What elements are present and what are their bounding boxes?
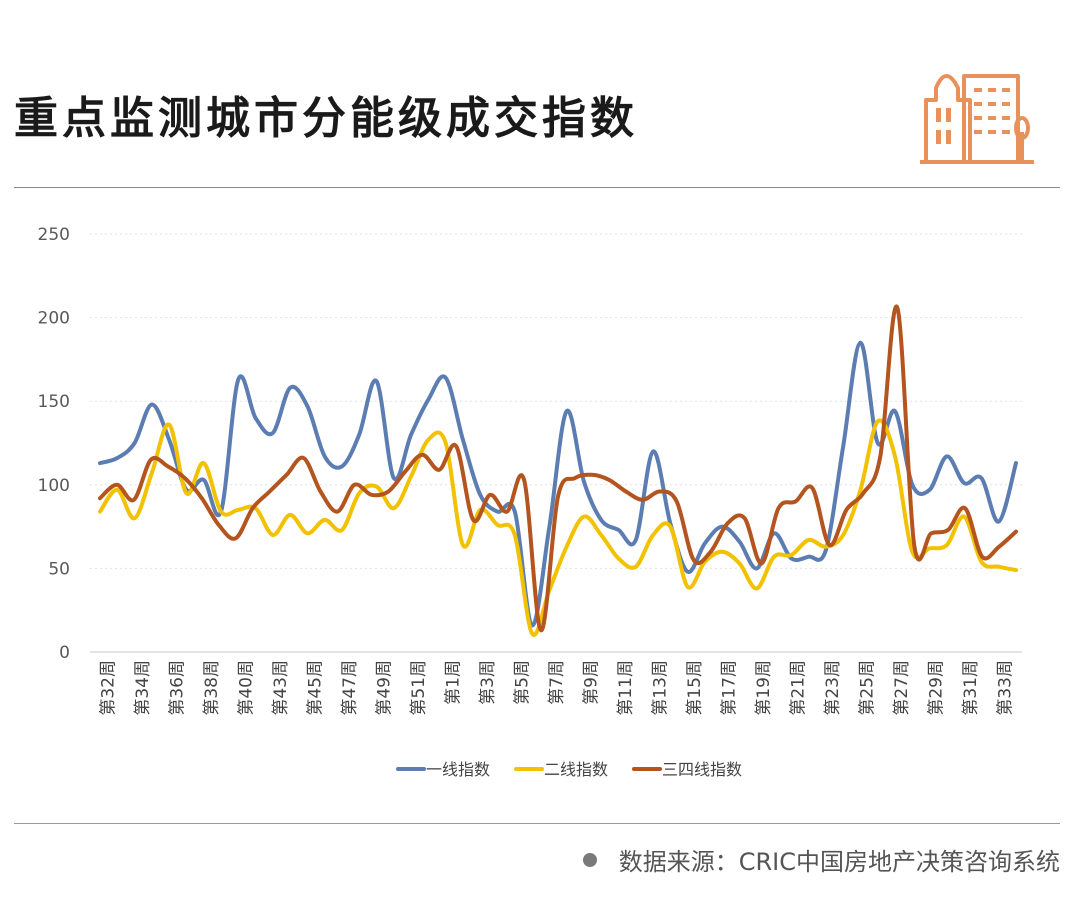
x-tick-label: 第40周	[236, 660, 256, 716]
x-tick-label: 第1周	[443, 660, 463, 705]
series-line-2	[98, 418, 1018, 638]
x-tick-label: 第19周	[754, 660, 774, 716]
x-tick-label: 第47周	[340, 660, 360, 716]
x-tick-label: 第31周	[961, 660, 981, 716]
legend-label: 二线指数	[544, 760, 608, 779]
x-tick-label: 第25周	[858, 660, 878, 716]
line-chart: 050100150200250第32周 第34周 第36周 第38周 第40周 第43周第…	[38, 225, 1022, 779]
x-tick-label: 第36周	[167, 660, 187, 716]
x-tick-label: 第43周	[271, 660, 291, 716]
x-tick-label: 第34周	[133, 660, 153, 716]
x-tick-label: 第7周	[547, 660, 567, 705]
legend-label: 三四线指数	[662, 760, 742, 779]
series-line-1	[98, 340, 1018, 628]
x-tick-label: 第23周	[823, 660, 843, 716]
bullet-dot-icon	[582, 852, 597, 867]
source-note: 数据来源：CRIC中国房地产决策咨询系统	[582, 842, 1060, 877]
x-tick-label: 第11周	[616, 660, 636, 716]
title-divider	[14, 187, 1060, 188]
y-tick-label: 250	[38, 225, 70, 245]
x-tick-label: 第17周	[720, 660, 740, 716]
footer-divider	[14, 823, 1060, 824]
x-tick-label: 第27周	[892, 660, 912, 716]
buildings-icon	[920, 74, 1034, 164]
x-tick-label: 第3周	[478, 660, 498, 705]
x-tick-label: 第9周	[582, 660, 602, 705]
chart-title: 重点监测城市分能级成交指数	[14, 93, 638, 144]
legend-label: 一线指数	[426, 760, 490, 779]
series-line-3	[98, 304, 1018, 633]
x-tick-label: 第21周	[789, 660, 809, 716]
x-tick-label: 第33周	[996, 660, 1016, 716]
x-tick-label: 第13周	[651, 660, 671, 716]
x-tick-label: 第32周	[98, 660, 118, 716]
x-tick-label: 第49周	[374, 660, 394, 716]
x-tick-label: 第29周	[927, 660, 947, 716]
source-text: 数据来源：CRIC中国房地产决策咨询系统	[618, 848, 1060, 876]
x-tick-label: 第15周	[685, 660, 705, 716]
x-tick-label: 第45周	[305, 660, 325, 716]
x-tick-label: 第38周	[202, 660, 222, 716]
y-tick-label: 200	[38, 309, 70, 329]
y-tick-label: 50	[48, 559, 70, 579]
y-tick-label: 150	[38, 392, 70, 412]
y-tick-label: 0	[59, 643, 70, 663]
x-tick-label: 第5周	[512, 660, 532, 705]
x-tick-label: 第51周	[409, 660, 429, 716]
y-tick-label: 100	[38, 476, 70, 496]
